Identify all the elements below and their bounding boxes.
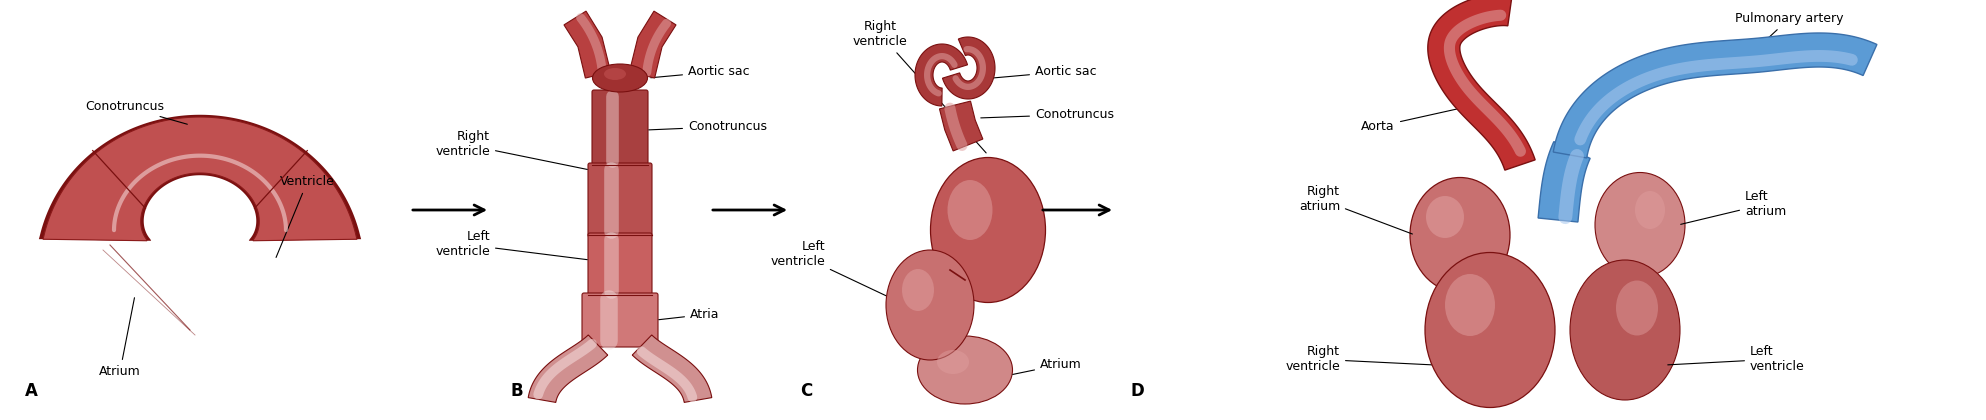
Ellipse shape	[604, 68, 626, 80]
Text: Atria: Atria	[659, 308, 719, 321]
Ellipse shape	[902, 269, 933, 311]
Text: Right
ventricle: Right ventricle	[852, 20, 987, 153]
Text: Ventricle: Ventricle	[276, 175, 336, 257]
Text: Atrium: Atrium	[99, 298, 141, 378]
Text: Right
ventricle: Right ventricle	[435, 130, 588, 169]
Ellipse shape	[1634, 191, 1664, 229]
Polygon shape	[1553, 33, 1877, 158]
Text: B: B	[510, 382, 522, 400]
Text: Aortic sac: Aortic sac	[973, 65, 1096, 80]
Polygon shape	[939, 101, 983, 151]
Polygon shape	[1537, 142, 1591, 222]
Polygon shape	[1428, 0, 1535, 170]
Ellipse shape	[937, 350, 969, 374]
Polygon shape	[564, 11, 610, 78]
Ellipse shape	[886, 250, 973, 360]
Ellipse shape	[947, 180, 993, 240]
FancyBboxPatch shape	[588, 233, 651, 297]
Polygon shape	[40, 115, 361, 241]
Ellipse shape	[1595, 173, 1684, 278]
Text: Left
ventricle: Left ventricle	[1668, 345, 1805, 373]
Ellipse shape	[918, 336, 1013, 404]
Text: Right
atrium: Right atrium	[1299, 185, 1412, 234]
Polygon shape	[630, 11, 675, 78]
Polygon shape	[44, 117, 357, 241]
Text: A: A	[26, 382, 38, 400]
Polygon shape	[528, 335, 608, 402]
Ellipse shape	[1426, 196, 1464, 238]
Ellipse shape	[1410, 178, 1509, 292]
Text: D: D	[1130, 382, 1144, 400]
Text: Pulmonary artery: Pulmonary artery	[1736, 12, 1843, 53]
Ellipse shape	[931, 158, 1045, 302]
Text: Left
ventricle: Left ventricle	[771, 240, 910, 307]
Text: Aortic sac: Aortic sac	[651, 65, 749, 78]
FancyBboxPatch shape	[588, 163, 651, 237]
Text: Conotruncus: Conotruncus	[649, 120, 767, 133]
Polygon shape	[916, 44, 967, 106]
Text: Aorta: Aorta	[1360, 105, 1472, 133]
Ellipse shape	[1571, 260, 1680, 400]
Text: Right
ventricle: Right ventricle	[1285, 345, 1432, 373]
Text: Atrium: Atrium	[1013, 358, 1082, 375]
Text: Left
atrium: Left atrium	[1680, 190, 1785, 224]
Polygon shape	[943, 37, 995, 99]
Text: Left
ventricle: Left ventricle	[435, 230, 588, 260]
Ellipse shape	[1446, 274, 1495, 336]
Text: Conotruncus: Conotruncus	[85, 100, 187, 124]
FancyBboxPatch shape	[592, 90, 647, 167]
Ellipse shape	[592, 64, 647, 92]
FancyBboxPatch shape	[582, 293, 657, 347]
Text: Conotruncus: Conotruncus	[981, 108, 1114, 121]
Ellipse shape	[1426, 252, 1555, 407]
Ellipse shape	[1617, 281, 1658, 336]
Polygon shape	[632, 335, 711, 402]
Text: C: C	[800, 382, 812, 400]
